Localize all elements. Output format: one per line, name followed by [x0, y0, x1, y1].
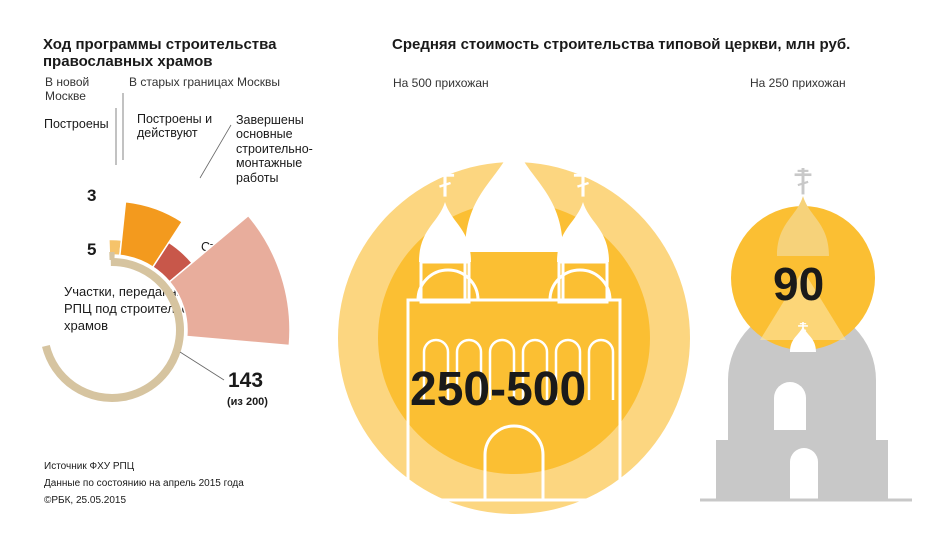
label-plots: Участки, переданные РПЦ под строительств… — [64, 284, 214, 335]
cross-side-0-h1 — [435, 173, 455, 177]
dome-side-0 — [419, 202, 471, 262]
category-500: На 500 прихожан — [393, 76, 489, 90]
belfry-250 — [774, 382, 806, 430]
cost-circle-inner-500 — [378, 202, 650, 474]
dome-small-250 — [790, 326, 816, 352]
cross-250-h2 — [797, 169, 809, 172]
cross-small-250-h3 — [799, 329, 807, 333]
dome-main — [465, 140, 563, 252]
credit: ©РБК, 25.05.2015 — [44, 495, 127, 506]
window-5 — [587, 338, 615, 400]
base-250 — [716, 440, 888, 500]
cross-side-0-v — [443, 168, 447, 197]
left-title: Ход программы строительства православных… — [43, 36, 277, 71]
cost-circle-outer-500 — [338, 162, 690, 514]
right-title: Средняя стоимость строительства типовой … — [392, 36, 851, 53]
drum-side-1 — [557, 260, 609, 304]
cross-250-h1 — [794, 173, 812, 177]
drum-side-0 — [419, 260, 471, 304]
label-new-moscow: В новой Москве — [45, 75, 90, 103]
value-built-new: 3 — [87, 186, 97, 205]
label-plots-text: Участки, переданные РПЦ под строительств… — [64, 284, 209, 333]
value-label-250: 90 — [773, 258, 825, 310]
label-built-active: Построены и действуют — [137, 112, 213, 141]
dome-250 — [777, 196, 829, 256]
door-250 — [790, 448, 818, 500]
church-500 — [338, 86, 690, 514]
church-250 — [700, 168, 912, 502]
label-under-construction: Строятся — [201, 240, 256, 254]
cross-side-0-h2 — [439, 169, 451, 173]
dome-side-1 — [557, 202, 609, 262]
value-label-500: 250-500 — [410, 363, 587, 416]
cross-main-h3 — [504, 107, 524, 117]
body-250 — [728, 306, 876, 500]
label-finished-works: Завершены основные строительно-монтажные… — [236, 113, 313, 185]
segment-2 — [119, 200, 184, 269]
source-line: Источник ФХУ РПЦ — [44, 461, 135, 472]
door-main — [483, 424, 545, 500]
cross-small-250-h2 — [799, 323, 807, 325]
value-ring-inner: 5 — [87, 240, 97, 259]
drum-main — [463, 248, 565, 302]
value-built-active: 14 — [134, 186, 153, 205]
roof-arches — [416, 268, 612, 301]
category-250: На 250 прихожан — [750, 76, 846, 90]
label-old-moscow: В старых границах Москвы — [129, 75, 280, 89]
date-note: Данные по состоянию на апрель 2015 года — [44, 478, 244, 489]
value-under-construction: 28 — [215, 258, 234, 277]
cross-side-1-v — [581, 168, 585, 197]
dome-main-spire — [510, 128, 518, 142]
cross-side-1-h1 — [573, 173, 593, 177]
cross-side-0-h3 — [439, 181, 451, 188]
cross-small-250-h1 — [798, 325, 808, 327]
cross-250-h3 — [797, 180, 809, 187]
cross-main-h2 — [505, 89, 523, 93]
segment-1 — [108, 238, 123, 257]
segment-3 — [151, 241, 194, 283]
value-finished-works: 7 — [180, 197, 190, 216]
cross-side-1-h3 — [577, 181, 589, 188]
label-built-new: Построены — [44, 117, 109, 131]
cross-250-v — [801, 168, 805, 195]
cross-small-250-v — [802, 322, 804, 338]
cross-main-h1 — [500, 95, 528, 100]
ring-inner-mark — [109, 252, 115, 261]
leader-plots — [179, 351, 225, 381]
value-plots: 143 — [228, 369, 264, 392]
value-plots-total: (из 200) — [227, 396, 268, 408]
cross-side-1-h2 — [577, 169, 589, 173]
cross-main-v — [511, 86, 517, 130]
